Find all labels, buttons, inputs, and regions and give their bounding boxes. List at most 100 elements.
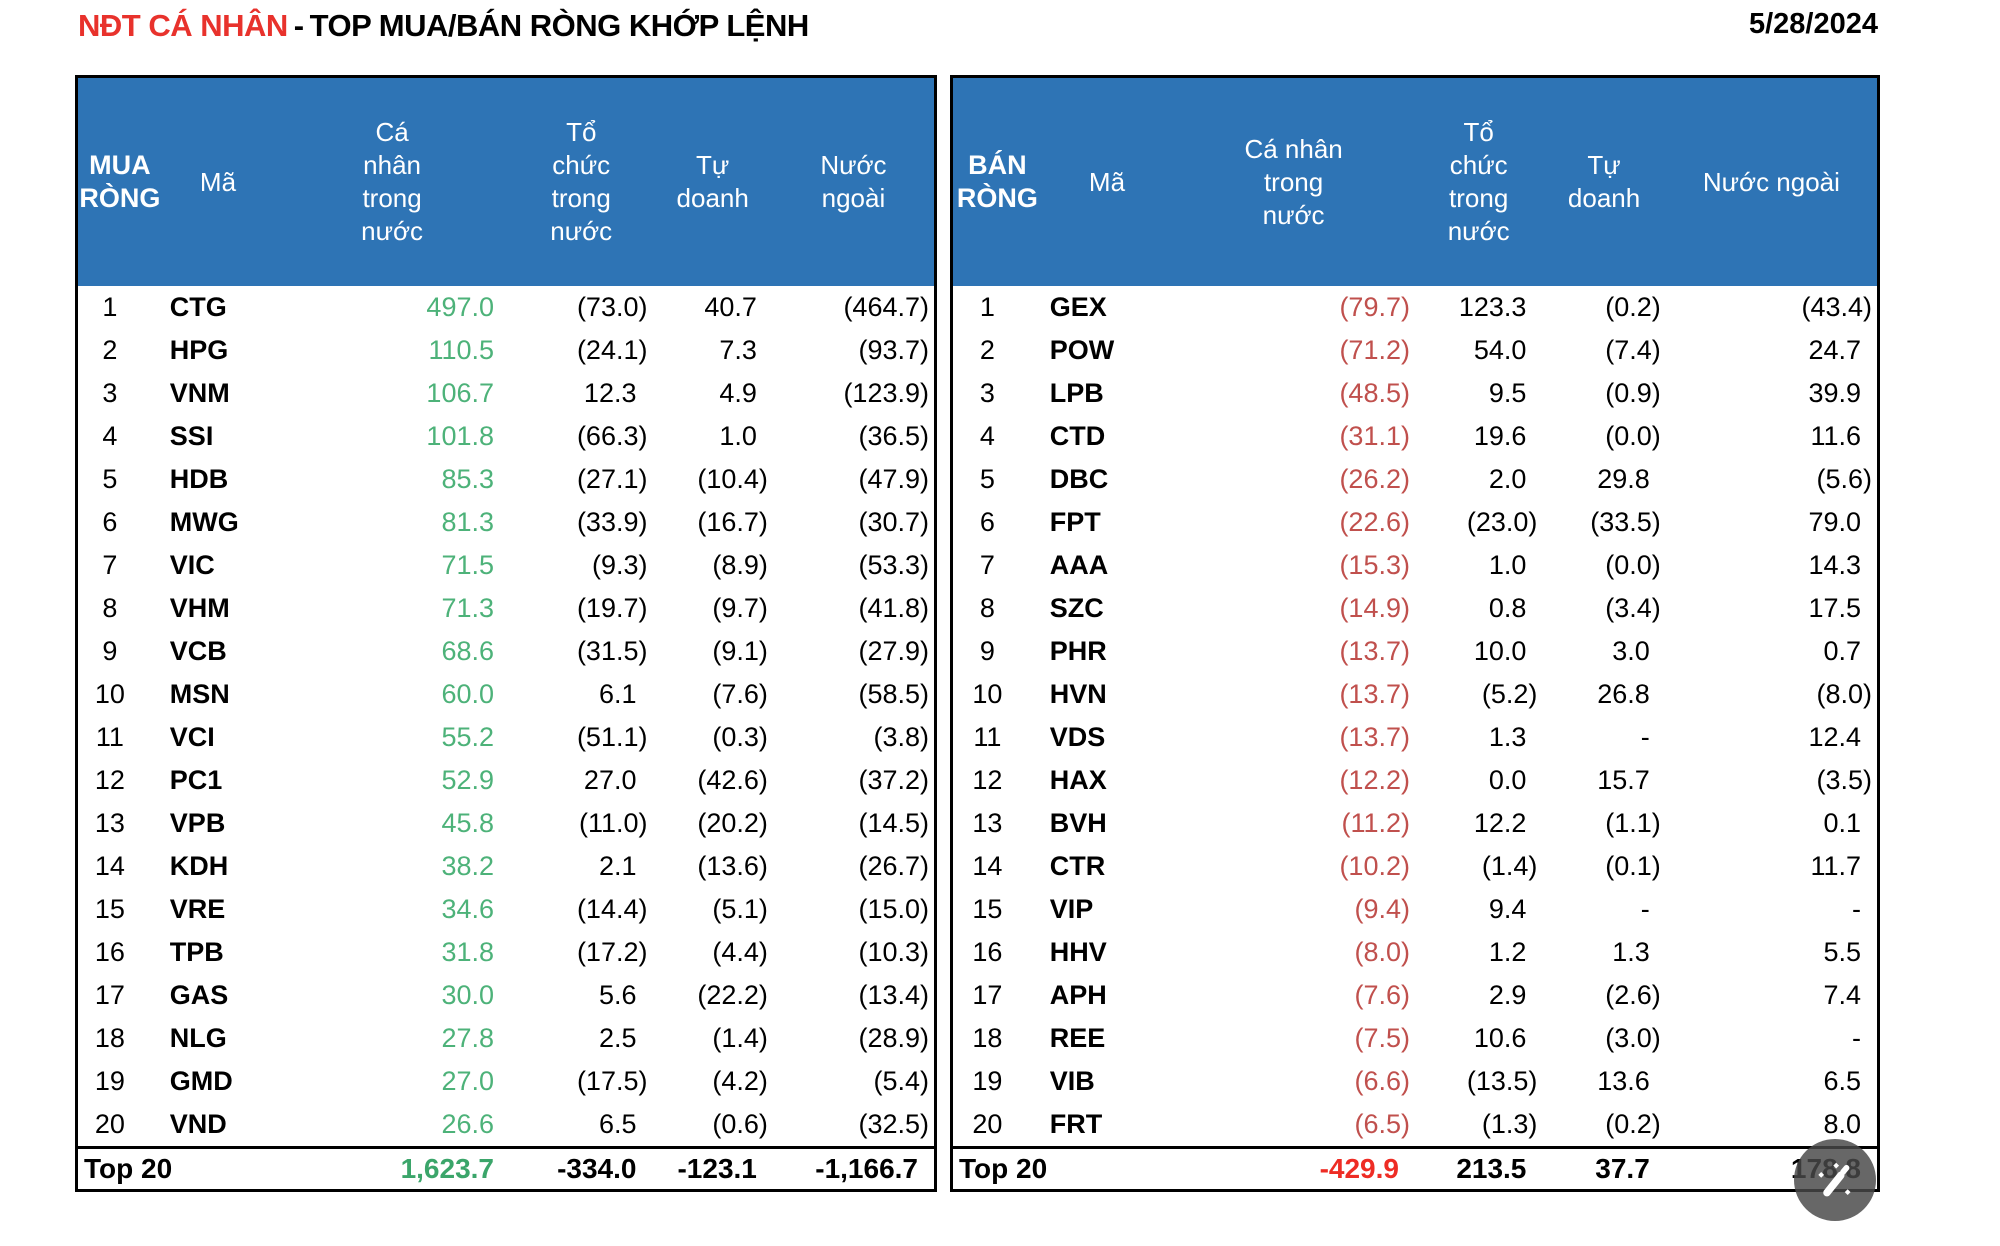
- proprietary-cell: (1.4): [712, 1023, 768, 1053]
- code-cell: HDB: [169, 464, 229, 494]
- column-header-ma: Mã: [1041, 76, 1173, 286]
- proprietary-cell: (4.4): [712, 937, 768, 967]
- foreign-cell: (93.7): [858, 335, 929, 365]
- code-cell: VND: [169, 1109, 227, 1139]
- individual-domestic-cell: 38.2: [441, 851, 494, 881]
- report-header: NĐT CÁ NHÂN - TOP MUA/BÁN RÒNG KHỚP LỆNH 5…: [78, 8, 1878, 44]
- magic-wand-icon: [1812, 1157, 1858, 1203]
- foreign-cell: (3.8): [873, 722, 929, 752]
- proprietary-cell: (33.5): [1590, 507, 1661, 537]
- org-domestic-cell: 1.0: [1488, 550, 1527, 580]
- code-cell: VNM: [169, 378, 230, 408]
- column-header-to-chuc-trong-nuoc: Tổ chức trong nước: [510, 76, 653, 286]
- org-domestic-cell: 1.3: [1488, 722, 1527, 752]
- org-domestic-cell: 0.8: [1488, 593, 1527, 623]
- code-cell: GEX: [1049, 292, 1107, 322]
- table-row: 5 DBC (26.2) 2.0 29.8 (5.6): [952, 458, 1879, 501]
- code-cell: VIC: [169, 550, 215, 580]
- proprietary-cell: (9.7): [712, 593, 768, 623]
- total-label: Top 20: [951, 1146, 1173, 1191]
- proprietary-cell: (7.6): [712, 679, 768, 709]
- foreign-cell: 6.5: [1823, 1066, 1861, 1096]
- code-cell: SZC: [1049, 593, 1104, 623]
- code-cell: KDH: [169, 851, 229, 881]
- table-row: 7 AAA (15.3) 1.0 (0.0) 14.3: [952, 544, 1879, 587]
- rank-cell: 8: [102, 593, 118, 623]
- foreign-cell: (47.9): [858, 464, 929, 494]
- table-row: 8 SZC (14.9) 0.8 (3.4) 17.5: [952, 587, 1879, 630]
- code-cell: VCB: [169, 636, 227, 666]
- table-row: 18 REE (7.5) 10.6 (3.0) -: [952, 1017, 1879, 1060]
- foreign-cell: (5.4): [873, 1066, 929, 1096]
- rank-cell: 14: [94, 851, 125, 881]
- code-cell: DBC: [1049, 464, 1109, 494]
- proprietary-cell: 1.3: [1612, 937, 1650, 967]
- rank-cell: 8: [979, 593, 995, 623]
- magic-wand-button[interactable]: [1794, 1139, 1876, 1221]
- org-domestic-cell: (17.5): [576, 1066, 648, 1096]
- foreign-cell: 8.0: [1823, 1109, 1861, 1139]
- individual-domestic-cell: (10.2): [1339, 851, 1410, 881]
- rank-cell: 19: [94, 1066, 125, 1096]
- rank-cell: 4: [102, 421, 118, 451]
- total-individual-domestic: 1,623.7: [274, 1146, 510, 1191]
- proprietary-cell: (0.1): [1605, 851, 1661, 881]
- table-row: 4 CTD (31.1) 19.6 (0.0) 11.6: [952, 415, 1879, 458]
- org-domestic-cell: (24.1): [576, 335, 648, 365]
- rank-cell: 6: [102, 507, 118, 537]
- org-domestic-cell: 12.3: [583, 378, 637, 408]
- individual-domestic-cell: 106.7: [426, 378, 494, 408]
- proprietary-cell: (0.9): [1605, 378, 1661, 408]
- table-row: 13 BVH (11.2) 12.2 (1.1) 0.1: [952, 802, 1879, 845]
- table-row: 17 APH (7.6) 2.9 (2.6) 7.4: [952, 974, 1879, 1017]
- individual-domestic-cell: 85.3: [441, 464, 494, 494]
- org-domestic-cell: 19.6: [1473, 421, 1527, 451]
- org-domestic-cell: (73.0): [576, 292, 648, 322]
- code-cell: PC1: [169, 765, 223, 795]
- code-cell: MWG: [169, 507, 239, 537]
- code-cell: SSI: [169, 421, 214, 451]
- rank-cell: 13: [94, 808, 125, 838]
- rank-cell: 13: [972, 808, 1003, 838]
- individual-domestic-cell: 26.6: [441, 1109, 494, 1139]
- foreign-cell: 79.0: [1808, 507, 1861, 537]
- table-row: 18 NLG 27.8 2.5 (1.4) (28.9): [77, 1017, 936, 1060]
- table-row: 2 HPG 110.5 (24.1) 7.3 (93.7): [77, 329, 936, 372]
- foreign-cell: (53.3): [858, 550, 929, 580]
- proprietary-cell: (3.4): [1605, 593, 1661, 623]
- individual-domestic-cell: (8.0): [1354, 937, 1410, 967]
- proprietary-cell: (5.1): [712, 894, 768, 924]
- individual-domestic-cell: 30.0: [441, 980, 494, 1010]
- proprietary-cell: (0.0): [1605, 550, 1661, 580]
- org-domestic-cell: (23.0): [1466, 507, 1538, 537]
- column-header-mua-rong: MUA RÒNG: [76, 76, 162, 286]
- rank-cell: 12: [94, 765, 125, 795]
- column-header-nuoc-ngoai: Nước ngoài: [772, 76, 936, 286]
- org-domestic-cell: (5.2): [1481, 679, 1538, 709]
- title-main: TOP MUA/BÁN RÒNG KHỚP LỆNH: [309, 8, 810, 43]
- total-org-domestic: -334.0: [510, 1146, 653, 1191]
- proprietary-cell: (0.3): [712, 722, 768, 752]
- individual-domestic-cell: (31.1): [1339, 421, 1410, 451]
- total-proprietary: 37.7: [1542, 1146, 1666, 1191]
- individual-domestic-cell: 45.8: [441, 808, 494, 838]
- org-domestic-cell: 1.2: [1488, 937, 1527, 967]
- rank-cell: 7: [979, 550, 995, 580]
- table-row: 8 VHM 71.3 (19.7) (9.7) (41.8): [77, 587, 936, 630]
- proprietary-cell: (0.2): [1605, 1109, 1661, 1139]
- org-domestic-cell: (33.9): [576, 507, 648, 537]
- code-cell: TPB: [169, 937, 224, 967]
- rank-cell: 18: [972, 1023, 1003, 1053]
- foreign-cell: 0.1: [1823, 808, 1861, 838]
- proprietary-cell: (42.6): [697, 765, 768, 795]
- individual-domestic-cell: 52.9: [441, 765, 494, 795]
- table-row: 10 HVN (13.7) (5.2) 26.8 (8.0): [952, 673, 1879, 716]
- foreign-cell: (58.5): [858, 679, 929, 709]
- individual-domestic-cell: (71.2): [1339, 335, 1410, 365]
- individual-domestic-cell: (13.7): [1339, 679, 1410, 709]
- code-cell: APH: [1049, 980, 1107, 1010]
- proprietary-cell: (3.0): [1605, 1023, 1661, 1053]
- table-row: 9 PHR (13.7) 10.0 3.0 0.7: [952, 630, 1879, 673]
- rank-cell: 2: [102, 335, 118, 365]
- code-cell: HPG: [169, 335, 229, 365]
